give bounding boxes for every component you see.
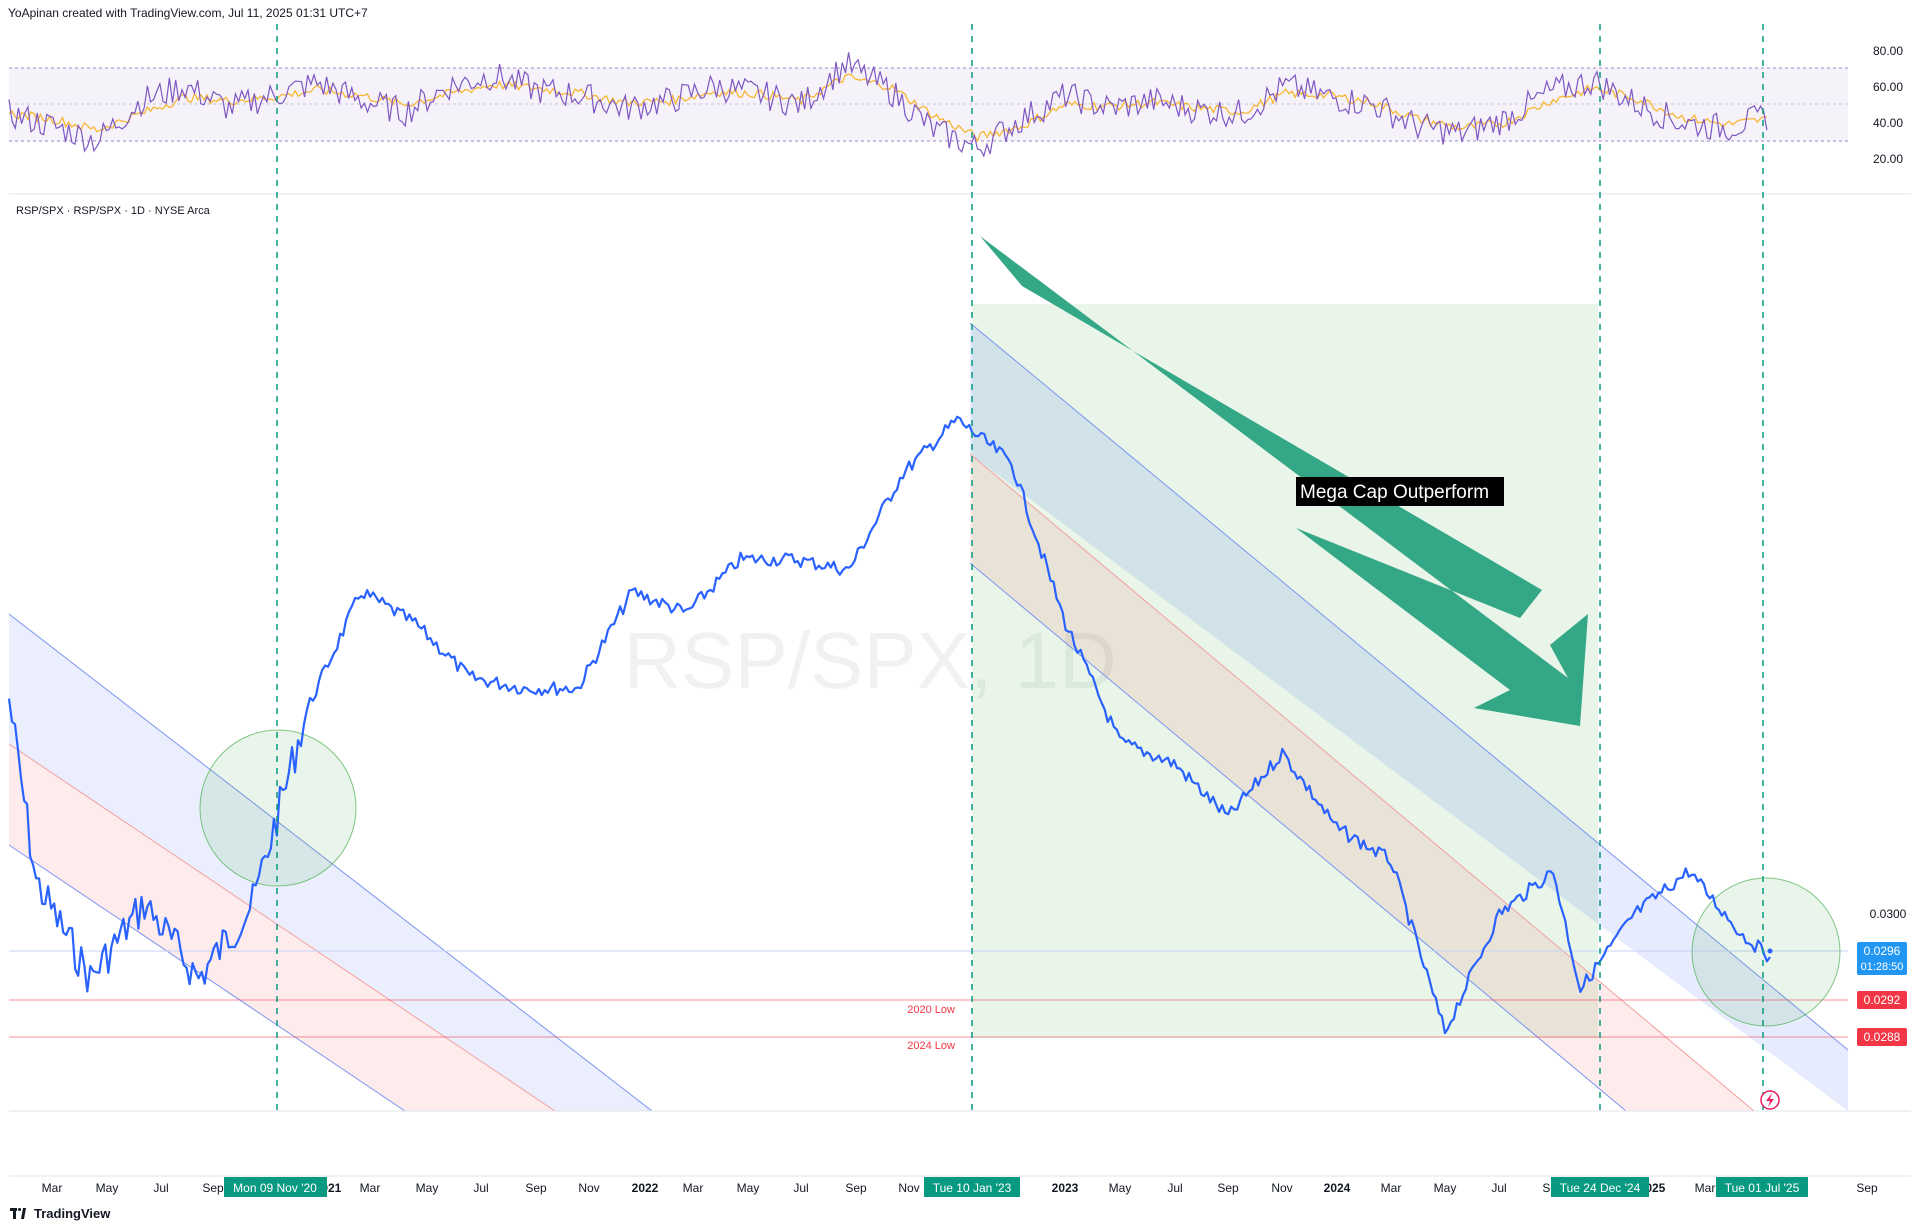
last-price-value: 0.0296: [1864, 944, 1901, 958]
left-channel-upper: [8, 613, 653, 1112]
price-tick-0300: 0.0300: [1870, 907, 1907, 921]
price-line: [7, 415, 1771, 1035]
time-tick-label: Sep: [202, 1181, 224, 1195]
date-marker-label-nov-2020: Mon 09 Nov '20: [233, 1181, 317, 1195]
date-marker-box-jan-2023: [924, 1177, 1020, 1197]
main-channel-mid: [969, 453, 1755, 1112]
time-tick-label: May: [416, 1181, 439, 1195]
time-tick-label: Jul: [473, 1181, 488, 1195]
time-tick-label: 2023: [1052, 1181, 1079, 1195]
time-tick-label: Jul: [153, 1181, 168, 1195]
date-marker-label-jul-2025: Tue 01 Jul '25: [1725, 1181, 1800, 1195]
left-channel-lower: [8, 844, 406, 1112]
date-marker-box-jul-2025: [1716, 1177, 1808, 1197]
rsi-line: [8, 52, 1768, 158]
time-tick-label: 2024: [1324, 1181, 1351, 1195]
footer: TradingView: [10, 1206, 110, 1221]
time-tick-label: 2022: [632, 1181, 659, 1195]
time-tick-label: Sep: [845, 1181, 867, 1195]
date-marker-box-dec-2024: [1551, 1177, 1649, 1197]
annotation-box: [1296, 477, 1504, 506]
rsi-pane: 80.00 60.00 40.00 20.00: [8, 44, 1903, 166]
main-channel-upper-fill: [970, 323, 1848, 1111]
tradingview-logo-icon: [10, 1208, 28, 1219]
price-value-2024-low: 0.0288: [1864, 1030, 1901, 1044]
price-axis: 0.0300 0.0296 01:28:50 0.0292 0.0288: [1857, 907, 1907, 1046]
rsi-tick-60: 60.00: [1873, 80, 1903, 94]
time-tick-label: May: [737, 1181, 760, 1195]
symbol-legend: RSP/SPX · RSP/SPX · 1D · NYSE Arca: [16, 205, 211, 217]
main-channel: [969, 322, 1849, 1112]
time-tick-label: Nov: [578, 1181, 599, 1195]
time-tick-label: Sep: [1217, 1181, 1239, 1195]
last-price-dot: [1767, 948, 1773, 954]
breakout-circle-2025: [1691, 877, 1841, 1027]
annotation-text: Mega Cap Outperform: [1300, 482, 1489, 503]
time-tick-label: May: [1434, 1181, 1457, 1195]
last-price-box: [1857, 942, 1907, 975]
lightning-alert-icon[interactable]: [1760, 1090, 1780, 1110]
main-channel-upper: [969, 322, 1849, 1051]
time-tick-label: Nov: [1271, 1181, 1292, 1195]
footer-brand: TradingView: [34, 1206, 111, 1221]
time-tick-label: Sep: [1856, 1181, 1878, 1195]
price-box-2020-low: [1857, 991, 1907, 1009]
left-channel-mid: [8, 743, 556, 1112]
left-channel: [8, 613, 653, 1112]
rsi-tick-80: 80.00: [1873, 44, 1903, 58]
time-tick-label: Mar: [360, 1181, 381, 1195]
rsi-axis: 80.00 60.00 40.00 20.00: [1873, 44, 1903, 166]
attribution-text: YoApinan created with TradingView.com, J…: [8, 6, 368, 20]
time-tick-label: May: [1109, 1181, 1132, 1195]
last-price-countdown: 01:28:50: [1861, 961, 1904, 973]
rsi-tick-20: 20.00: [1873, 152, 1903, 166]
time-tick-label: Mar: [683, 1181, 704, 1195]
time-tick-label: Mar: [1381, 1181, 1402, 1195]
time-tick-label: Jul: [1491, 1181, 1506, 1195]
time-tick-label: Jul: [793, 1181, 808, 1195]
main-channel-lower: [969, 562, 1627, 1112]
price-value-2020-low: 0.0292: [1864, 993, 1901, 1007]
date-marker-label-jan-2023: Tue 10 Jan '23: [933, 1181, 1012, 1195]
date-marker-label-dec-2024: Tue 24 Dec '24: [1560, 1181, 1641, 1195]
symbol-watermark: RSP/SPX, 1D: [623, 616, 1117, 705]
date-marker-box-nov-2020: [224, 1177, 327, 1197]
time-tick-label: Nov: [898, 1181, 919, 1195]
time-tick-label: Mar: [42, 1181, 63, 1195]
time-tick-label: Mar: [1695, 1181, 1716, 1195]
support-label-2020-low: 2020 Low: [907, 1004, 955, 1016]
downtrend-arrow: [980, 236, 1588, 726]
time-axis: Mar May Jul Sep 2021 Mar May Jul Sep Nov 2022 Mar Ma…: [42, 1181, 1878, 1195]
rsi-tick-40: 40.00: [1873, 116, 1903, 130]
date-marker-lines: [276, 24, 1764, 1111]
date-marker-labels: Mon 09 Nov '20 Tue 10 Jan '23 Tue 24 Dec…: [224, 1177, 1808, 1197]
support-label-2024-low: 2024 Low: [907, 1040, 955, 1052]
time-tick-label: Jul: [1167, 1181, 1182, 1195]
price-box-2024-low: [1857, 1028, 1907, 1046]
time-tick-label: May: [96, 1181, 119, 1195]
time-tick-label: Sep: [525, 1181, 547, 1195]
